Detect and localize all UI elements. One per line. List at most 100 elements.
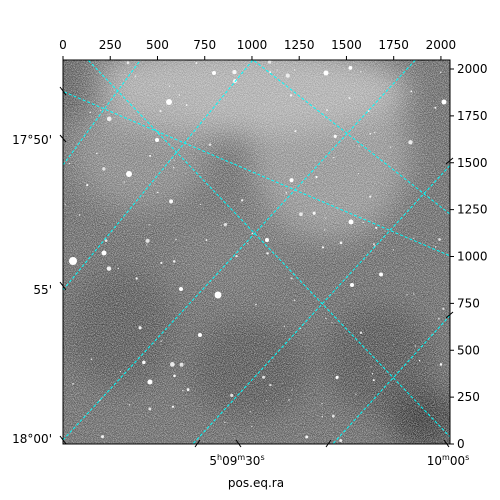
star (348, 66, 353, 70)
star (86, 184, 89, 187)
dec-tick (59, 281, 67, 291)
star (413, 237, 415, 239)
star (372, 379, 375, 382)
star (208, 143, 212, 146)
star (294, 130, 297, 133)
star (408, 140, 413, 145)
star (255, 303, 257, 306)
star (223, 223, 227, 227)
x-tick-label: 2000 (426, 38, 457, 52)
star (333, 134, 337, 138)
star (326, 109, 328, 112)
star (267, 60, 272, 64)
star (135, 277, 138, 280)
star (235, 255, 238, 258)
grid-line (63, 60, 254, 291)
star (293, 299, 296, 302)
ra-axis: 5h09m30s 10m00s (194, 157, 469, 468)
star (321, 415, 323, 418)
star (285, 73, 290, 78)
y-tick-label: 1750 (457, 109, 488, 123)
coordinate-grid (63, 60, 450, 444)
star (99, 399, 101, 401)
ra-tick (325, 439, 332, 448)
star (392, 249, 394, 251)
star (290, 277, 293, 280)
star (389, 146, 392, 148)
star (220, 224, 222, 226)
star (251, 232, 254, 235)
star (370, 366, 372, 368)
y-tick-label: 1250 (457, 203, 488, 217)
star (360, 71, 362, 73)
star (173, 374, 176, 378)
grid-line (63, 90, 450, 257)
star (90, 358, 93, 361)
x-tick-label: 0 (59, 38, 67, 52)
star (413, 293, 415, 295)
star (339, 241, 343, 245)
bright-star (155, 138, 159, 142)
star (230, 393, 234, 397)
star (224, 421, 226, 424)
star (442, 307, 445, 311)
star (367, 110, 370, 112)
grid-line (252, 60, 450, 215)
plot-frame (62, 59, 451, 445)
star (269, 71, 272, 74)
star (160, 261, 163, 265)
x-tick-label: 500 (146, 38, 169, 52)
stars (64, 60, 447, 442)
star (171, 405, 175, 408)
star (78, 214, 81, 216)
bright-star (198, 333, 202, 337)
star (172, 260, 176, 263)
star (102, 167, 106, 171)
star (205, 239, 208, 241)
bright-star (147, 379, 153, 385)
star (160, 340, 162, 342)
star (148, 407, 152, 411)
ra-tick (445, 157, 454, 165)
x-tick-label: 250 (99, 38, 122, 52)
dec-tick (59, 134, 67, 143)
x-tick-label: 1250 (284, 38, 315, 52)
star (289, 178, 294, 183)
bright-star (350, 283, 354, 287)
star (439, 363, 443, 366)
x-axis-label: pos.eq.ra (228, 476, 284, 490)
star (406, 294, 408, 296)
star (265, 400, 268, 402)
star (371, 373, 374, 375)
bright-star (323, 70, 329, 76)
star (312, 211, 316, 215)
star (315, 175, 318, 179)
star (142, 360, 146, 365)
star (182, 389, 184, 392)
bright-star (214, 291, 222, 299)
star (159, 109, 162, 113)
star (266, 252, 269, 255)
star (325, 217, 327, 219)
dec-tick-label: 55' (33, 283, 52, 297)
star (357, 172, 360, 175)
star (138, 326, 142, 330)
star (249, 411, 251, 413)
star (106, 266, 112, 271)
x-tick-label: 1750 (378, 38, 409, 52)
star (283, 325, 286, 327)
ra-tick (235, 439, 242, 448)
bright-star (441, 99, 447, 105)
star (68, 162, 71, 165)
bright-star (212, 71, 216, 75)
bright-star (348, 219, 354, 225)
star (89, 111, 91, 113)
star (117, 267, 119, 270)
y-tick-label: 0 (457, 437, 465, 451)
star (358, 145, 360, 148)
star (168, 85, 171, 87)
star (134, 75, 136, 77)
star (96, 152, 98, 155)
star (169, 199, 174, 204)
y-tick-label: 750 (457, 296, 480, 310)
